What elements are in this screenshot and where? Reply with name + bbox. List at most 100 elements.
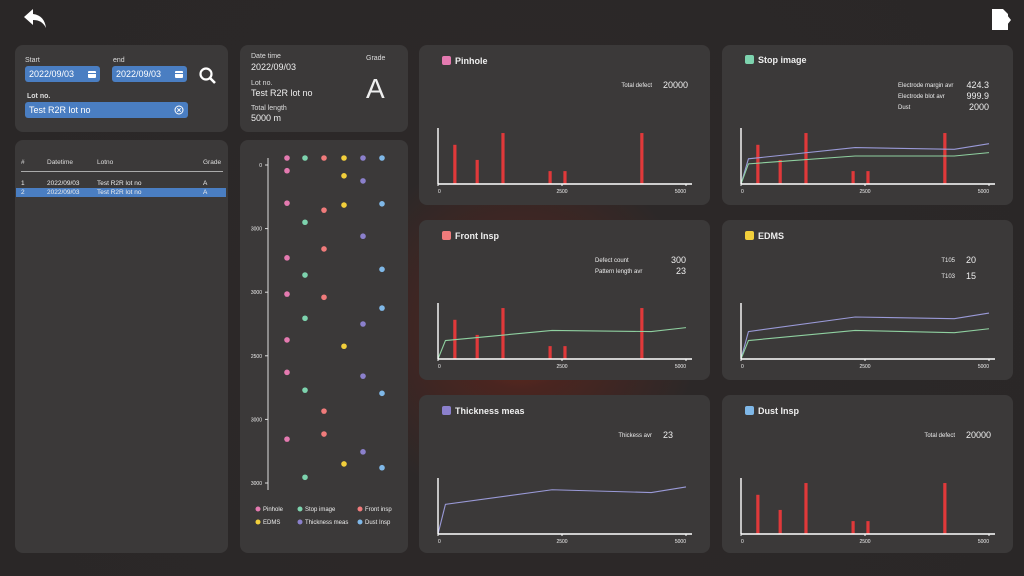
title-swatch xyxy=(442,406,451,415)
clear-icon[interactable] xyxy=(174,105,184,115)
column-marker xyxy=(284,155,290,161)
date-value: 2022/09/03 xyxy=(251,62,297,72)
stat-value: 2000 xyxy=(969,102,989,112)
card-title: Stop image xyxy=(745,54,810,67)
strip-panel: 0 3000 3000 2500 3000 3000 Pinhole Stop image Fr… xyxy=(240,140,408,553)
legend-label: Thickness meas xyxy=(305,520,348,526)
legend-label: Front insp xyxy=(365,507,392,513)
line xyxy=(740,312,990,360)
y-tick-label: 0 xyxy=(259,163,262,169)
table-cell: A xyxy=(203,180,208,187)
dot xyxy=(341,202,347,208)
export-icon[interactable] xyxy=(990,8,1012,32)
dot xyxy=(360,373,366,379)
lot-input[interactable]: Test R2R lot no xyxy=(25,102,188,118)
dot xyxy=(379,266,385,273)
bar xyxy=(548,346,552,359)
start-value: 2022/09/03 xyxy=(29,69,75,79)
title-swatch xyxy=(745,55,754,64)
y-tick-label: 3000 xyxy=(251,227,262,233)
length-label: Total length xyxy=(251,105,287,112)
mini-chart: Total defect 20000 0 2500 5000 xyxy=(437,80,692,195)
stat-value: 15 xyxy=(966,271,976,281)
dot xyxy=(360,178,366,184)
dot xyxy=(321,431,327,437)
table-cell: 2022/09/03 xyxy=(47,180,80,187)
bar xyxy=(778,509,782,534)
card-title: Pinhole xyxy=(442,56,488,66)
stat-label: Defect count xyxy=(595,258,629,264)
x-tick-label: 0 xyxy=(438,364,441,370)
title-swatch xyxy=(442,56,451,65)
x-tick-label: 2500 xyxy=(556,364,567,370)
card-title: Thickness meas xyxy=(442,406,525,416)
table-cell: 1 xyxy=(21,180,25,187)
stat-value: 20000 xyxy=(966,430,991,440)
dot xyxy=(379,200,385,207)
bar xyxy=(778,159,782,184)
bar xyxy=(804,133,808,184)
dot xyxy=(284,255,290,261)
end-date[interactable]: 2022/09/03 xyxy=(112,66,187,82)
legend-swatch xyxy=(255,519,261,525)
mini-chart: Total defect 20000 0 2500 5000 xyxy=(740,430,995,545)
dot xyxy=(284,200,290,206)
table-row[interactable]: 1 2022/09/03 Test R2R lot no A xyxy=(16,179,226,188)
legend-swatch xyxy=(297,506,303,512)
x-tick-label: 5000 xyxy=(978,364,989,370)
title-text: Pinhole xyxy=(455,56,488,66)
table-cell: Test R2R lot no xyxy=(97,180,142,187)
column-marker xyxy=(302,155,308,161)
bar xyxy=(453,144,457,184)
end-value: 2022/09/03 xyxy=(116,69,162,79)
dot xyxy=(379,305,385,311)
start-date[interactable]: 2022/09/03 xyxy=(25,66,100,82)
x-tick-label: 2500 xyxy=(556,189,567,195)
stat-value: 23 xyxy=(676,266,686,276)
calendar-icon[interactable] xyxy=(87,69,97,79)
back-icon[interactable] xyxy=(22,7,48,31)
x-tick-label: 2500 xyxy=(556,539,567,545)
dot xyxy=(341,173,347,179)
stat-label: Thickess avr xyxy=(618,433,652,439)
legend-label: Pinhole xyxy=(263,507,284,513)
title-swatch xyxy=(442,231,451,240)
card-title: Front Insp xyxy=(442,231,499,241)
length-value: 5000 m xyxy=(251,113,282,123)
x-tick-label: 5000 xyxy=(675,539,686,545)
legend-swatch xyxy=(255,506,261,512)
lot-label: Lot no. xyxy=(251,80,273,87)
chart-card: Stop image Electrode margin avr 424.3 Elect… xyxy=(722,45,1013,205)
legend-swatch xyxy=(297,519,303,525)
mini-chart: Electrode margin avr 424.3 Electrode blot … xyxy=(740,80,995,195)
stat-label: T105 xyxy=(941,258,955,264)
x-tick-label: 5000 xyxy=(675,364,686,370)
table-row[interactable]: 2 2022/09/03 Test R2R lot no A xyxy=(16,188,226,197)
stat-label: Pattern length avr xyxy=(595,269,642,275)
y-tick-label: 3000 xyxy=(251,290,262,296)
date-label: Date time xyxy=(251,53,281,60)
lot-value: Test R2R lot no xyxy=(29,105,91,115)
line xyxy=(740,143,990,185)
dot xyxy=(302,474,308,481)
title-text: Dust Insp xyxy=(758,406,800,416)
chart-card: Front Insp Defect count 300 Pattern length … xyxy=(419,220,710,380)
column-header: Datetime xyxy=(47,159,74,166)
title-swatch xyxy=(745,231,754,240)
y-tick-label: 3000 xyxy=(251,481,262,487)
title-text: Thickness meas xyxy=(455,406,525,416)
bar xyxy=(501,133,505,184)
dot xyxy=(302,272,308,278)
bar xyxy=(866,171,870,184)
strip-chart: 0 3000 3000 2500 3000 3000 Pinhole Stop image Fr… xyxy=(251,155,392,526)
column-marker xyxy=(379,155,385,161)
bar xyxy=(640,308,644,359)
title-text: Front Insp xyxy=(455,231,499,241)
calendar-icon[interactable] xyxy=(174,69,184,79)
search-icon[interactable] xyxy=(198,66,218,86)
bar xyxy=(943,133,947,184)
column-header: # xyxy=(21,159,25,166)
column-header: Lotno xyxy=(97,159,114,166)
stat-label: Dust xyxy=(898,105,911,111)
